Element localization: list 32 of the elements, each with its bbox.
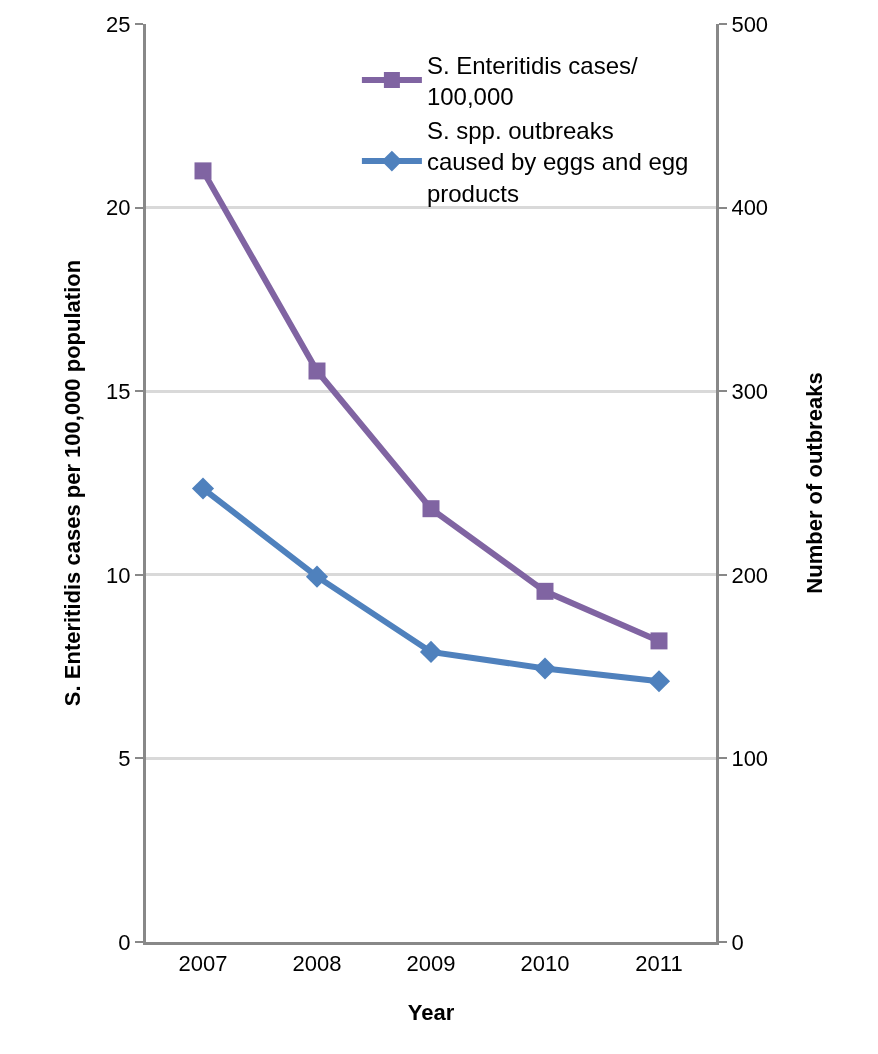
y2-tick-label: 400 bbox=[731, 195, 769, 221]
y2-tick-label: 500 bbox=[731, 11, 769, 37]
y-tick-label: 20 bbox=[106, 195, 131, 221]
legend-label: S. Enteritidis cases/ 100,000 bbox=[426, 51, 638, 111]
y2-tick-label: 100 bbox=[731, 746, 769, 772]
y-tick-label: 25 bbox=[106, 11, 131, 37]
y-tick-label: 15 bbox=[106, 378, 131, 404]
point bbox=[419, 640, 443, 663]
x-tick-label: 2007 bbox=[178, 951, 228, 977]
point bbox=[191, 477, 215, 500]
x-tick-label: 2009 bbox=[406, 951, 456, 977]
point bbox=[536, 582, 554, 600]
y-tick-label: 5 bbox=[118, 746, 131, 772]
y-axis-title: S. Enteritidis cases per 100,000 population bbox=[59, 259, 85, 707]
point bbox=[422, 500, 440, 518]
point bbox=[533, 657, 557, 680]
point bbox=[305, 565, 329, 588]
point bbox=[194, 162, 212, 180]
x-tick-label: 2011 bbox=[635, 951, 683, 977]
x-tick-label: 2008 bbox=[292, 951, 342, 977]
y2-tick-label: 300 bbox=[731, 378, 769, 404]
y2-tick-label: 0 bbox=[731, 929, 744, 955]
y2-tick-label: 200 bbox=[731, 562, 769, 588]
point bbox=[650, 632, 668, 650]
legend-label: S. spp. outbreaks caused by eggs and egg products bbox=[426, 117, 689, 207]
y2-axis-title: Number of outbreaks bbox=[802, 372, 828, 594]
point bbox=[647, 670, 671, 693]
x-axis-title: Year bbox=[407, 1000, 455, 1026]
y-tick-label: 10 bbox=[106, 562, 131, 588]
x-tick-label: 2010 bbox=[520, 951, 570, 977]
y-tick-label: 0 bbox=[118, 929, 131, 955]
point bbox=[308, 362, 326, 380]
